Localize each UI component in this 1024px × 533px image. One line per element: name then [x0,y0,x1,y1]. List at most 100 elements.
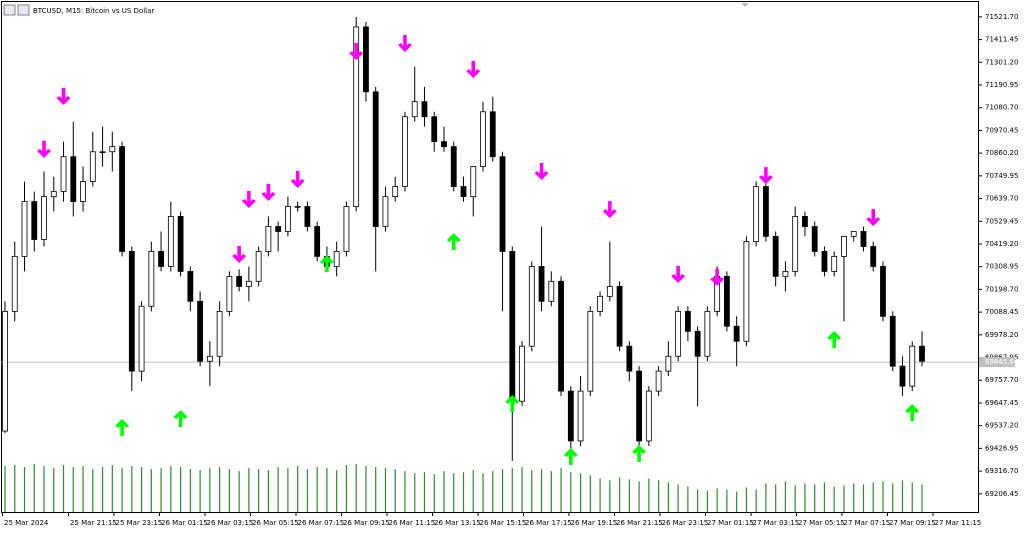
chart-frame [1,1,979,513]
volume-bar [414,473,416,512]
volume-bar [14,465,16,512]
volume-bar [804,483,806,512]
volume-bar [550,471,552,512]
candle-body [167,216,174,267]
chart-title: BTCUSD, M15: Bitcoin vs US Dollar [33,7,154,15]
y-tick-label: 69757.70 [985,376,1018,384]
candle-body [314,226,321,257]
candle-body [216,310,223,357]
buy-arrow [827,330,842,348]
candle-body [363,26,369,93]
y-tick-label: 69316.70 [985,467,1018,475]
y-tick-label: 70970.45 [985,126,1018,134]
volume-bar [901,480,904,512]
volume-bar [121,468,123,512]
sell-arrow [866,209,881,227]
candle-body [909,345,916,387]
volume-bar [911,482,913,512]
candle-body [753,186,760,242]
x-tick-label: 26 Mar 23:15 [662,519,709,527]
candle-body [2,310,8,432]
sell-arrow [671,265,686,283]
window-icon[interactable] [17,4,30,16]
volume-bar [316,467,318,512]
x-tick-label: 26 Mar 01:15 [161,519,208,527]
candle-body [509,251,516,402]
candle-body [441,141,447,147]
candle-body [304,206,311,227]
volume-bar [618,477,621,512]
x-tick-label: 26 Mar 05:15 [252,519,299,527]
volume-bar [492,471,494,512]
sell-arrow [397,35,412,53]
volume-bar [433,474,435,512]
candle-body [684,310,691,332]
x-tick-label: 25 Mar 21:15 [70,519,117,527]
candle-body [850,231,857,237]
volume-bar [843,485,845,512]
volume-bar [62,465,65,512]
volume-bar [833,486,835,512]
volume-bar [862,484,865,512]
y-tick-label: 70088.45 [985,308,1018,316]
y-tick-label: 69647.45 [985,399,1018,407]
buy-arrow [173,410,188,428]
volume-bar [365,466,367,512]
volume-bar [706,490,708,512]
volume-bar [326,468,328,512]
volume-bar [570,472,572,512]
volume-bar [892,483,894,512]
candle-body [704,310,711,357]
volume-bar [131,466,133,512]
volume-bar [209,468,211,512]
volume-bar [160,468,162,512]
x-tick-label: 27 Mar 07:15 [844,519,891,527]
window-icon[interactable] [3,4,16,16]
volume-bar [726,489,728,512]
volume-bar [238,471,240,512]
volume-bar [33,464,35,512]
x-tick-label: 27 Mar 03:15 [753,519,800,527]
volume-bar [462,472,465,512]
candle-body [519,345,525,402]
candle-body [655,370,662,392]
candle-body [275,226,282,232]
y-tick-label: 70529.45 [985,217,1018,225]
volume-bar [355,464,357,512]
candle-body [450,146,457,187]
candle-body [41,196,47,240]
x-tick-label: 26 Mar 21:15 [616,519,663,527]
candle-body [880,266,886,317]
volume-bar [287,468,289,512]
y-tick-label: 71080.70 [985,104,1018,112]
candle-body [119,146,125,252]
candle-body [782,271,789,277]
candle-body [587,310,594,392]
volume-bar [179,467,182,512]
volume-bar [511,468,513,512]
volume-bar [882,481,884,512]
candle-body [899,365,906,387]
buy-arrow [632,445,647,463]
volume-bar [628,479,630,512]
candle-body [158,251,164,267]
candle-body [841,236,847,257]
volume-bar [297,466,299,512]
candle-body [733,325,740,342]
volume-bar [648,478,650,512]
buy-arrow [319,254,334,272]
candle-body [626,345,633,372]
y-tick-label: 71190.95 [985,81,1018,89]
candle-body [860,231,867,247]
volume-bar [4,466,6,512]
sell-arrow [290,170,305,188]
x-tick-label: 27 Mar 01:15 [707,519,754,527]
candle-body [919,345,925,362]
x-tick-label: 27 Mar 11:15 [935,519,982,527]
y-tick-label: 70198.70 [985,285,1018,293]
candle-body [528,266,535,347]
volume-bar [423,472,426,512]
volume-bar [248,468,250,512]
candle-body [177,216,184,272]
volume-bar [755,489,757,512]
